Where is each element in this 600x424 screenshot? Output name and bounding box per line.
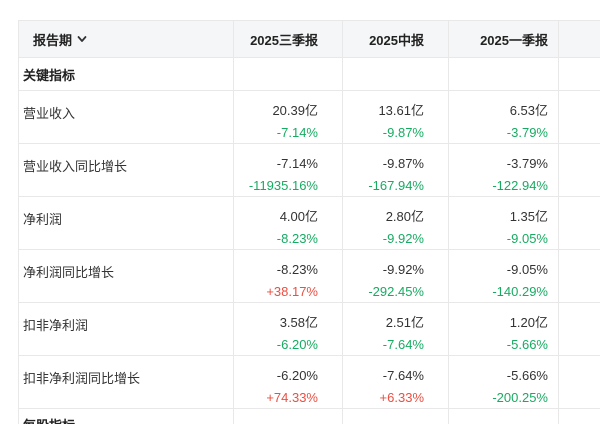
metric-change: +74.33% [266, 390, 318, 405]
metric-change: -200.25% [492, 390, 548, 405]
metric-value: -7.64% [382, 368, 424, 383]
column-header-extra [558, 20, 600, 58]
table-row: 营业收入同比增长 -7.14% -11935.16% -9.87% -167.9… [18, 143, 600, 197]
section-row-key-indicators: 关键指标 [18, 57, 600, 91]
metric-change: +6.33% [379, 390, 424, 405]
value-cell: 3.58亿 -6.20% [233, 302, 343, 356]
metric-value: -9.92% [382, 262, 424, 277]
row-label: 营业收入 [18, 90, 234, 144]
value-cell: -6.20% +74.33% [233, 355, 343, 409]
report-period-dropdown[interactable]: 报告期 [33, 30, 87, 49]
metric-value: 1.35亿 [509, 209, 548, 224]
metric-change: -8.23% [276, 231, 318, 246]
metric-change: -292.45% [368, 284, 424, 299]
metric-change: -9.05% [506, 231, 548, 246]
table-row: 扣非净利润 3.58亿 -6.20% 2.51亿 -7.64% 1.20亿 -5… [18, 302, 600, 356]
metric-value: 2.51亿 [385, 315, 424, 330]
row-label: 净利润同比增长 [18, 249, 234, 303]
metric-change: +38.17% [266, 284, 318, 299]
row-label: 净利润 [18, 196, 234, 250]
table-row: 净利润 4.00亿 -8.23% 2.80亿 -9.92% 1.35亿 -9.0… [18, 196, 600, 250]
column-header-2025q1: 2025一季报 [448, 20, 559, 58]
row-label: 扣非净利润同比增长 [18, 355, 234, 409]
value-cell: 2.80亿 -9.92% [342, 196, 449, 250]
metric-value: -7.14% [276, 156, 318, 171]
value-cell: -8.23% +38.17% [233, 249, 343, 303]
value-cell: -9.92% -292.45% [342, 249, 449, 303]
metric-change: -11935.16% [248, 178, 318, 193]
value-cell: 1.35亿 -9.05% [448, 196, 559, 250]
metric-value: -6.20% [276, 368, 318, 383]
value-cell: -5.66% -200.25% [448, 355, 559, 409]
metric-change: -3.79% [506, 125, 548, 140]
chevron-down-icon [77, 34, 87, 44]
value-cell: -9.05% -140.29% [448, 249, 559, 303]
section-title: 每股指标 [18, 408, 234, 424]
metric-change: -122.94% [492, 178, 548, 193]
value-cell: 1.20亿 -5.66% [448, 302, 559, 356]
metric-value: -9.05% [506, 262, 548, 277]
metric-change: -140.29% [492, 284, 548, 299]
metric-value: -9.87% [382, 156, 424, 171]
metric-value: 2.80亿 [385, 209, 424, 224]
column-header-2025q3: 2025三季报 [233, 20, 343, 58]
value-cell: -9.87% -167.94% [342, 143, 449, 197]
table-row: 净利润同比增长 -8.23% +38.17% -9.92% -292.45% -… [18, 249, 600, 303]
metric-value: -3.79% [506, 156, 548, 171]
metric-change: -6.20% [276, 337, 318, 352]
section-title: 关键指标 [18, 57, 234, 91]
value-cell: -7.64% +6.33% [342, 355, 449, 409]
metric-change: -5.66% [506, 337, 548, 352]
value-cell: 4.00亿 -8.23% [233, 196, 343, 250]
column-header-2025h1: 2025中报 [342, 20, 449, 58]
report-table-viewport: 报告期 2025三季报 2025中报 2025一季报 关键指标 营业收入 [18, 20, 600, 424]
report-period-label: 报告期 [33, 32, 73, 48]
metric-change: -9.87% [382, 125, 424, 140]
metric-value: 20.39亿 [272, 103, 318, 118]
table-row: 营业收入 20.39亿 -7.14% 13.61亿 -9.87% 6.53亿 -… [18, 90, 600, 144]
value-cell: 13.61亿 -9.87% [342, 90, 449, 144]
metric-value: 3.58亿 [279, 315, 318, 330]
metric-change: -9.92% [382, 231, 424, 246]
metric-value: 6.53亿 [509, 103, 548, 118]
metric-value: 4.00亿 [279, 209, 318, 224]
value-cell: 2.51亿 -7.64% [342, 302, 449, 356]
row-label: 扣非净利润 [18, 302, 234, 356]
value-cell: -3.79% -122.94% [448, 143, 559, 197]
metric-change: -167.94% [368, 178, 424, 193]
value-cell: 6.53亿 -3.79% [448, 90, 559, 144]
metric-value: -8.23% [276, 262, 318, 277]
metric-value: -5.66% [506, 368, 548, 383]
metric-change: -7.14% [276, 125, 318, 140]
section-row-per-share: 每股指标 [18, 408, 600, 424]
row-label: 营业收入同比增长 [18, 143, 234, 197]
table-header-row: 报告期 2025三季报 2025中报 2025一季报 [18, 20, 600, 58]
metric-change: -7.64% [382, 337, 424, 352]
financial-report-table: 报告期 2025三季报 2025中报 2025一季报 关键指标 营业收入 [18, 20, 600, 424]
metric-value: 1.20亿 [509, 315, 548, 330]
metric-value: 13.61亿 [378, 103, 424, 118]
value-cell: 20.39亿 -7.14% [233, 90, 343, 144]
value-cell: -7.14% -11935.16% [233, 143, 343, 197]
table-row: 扣非净利润同比增长 -6.20% +74.33% -7.64% +6.33% -… [18, 355, 600, 409]
report-period-header: 报告期 [18, 20, 234, 58]
